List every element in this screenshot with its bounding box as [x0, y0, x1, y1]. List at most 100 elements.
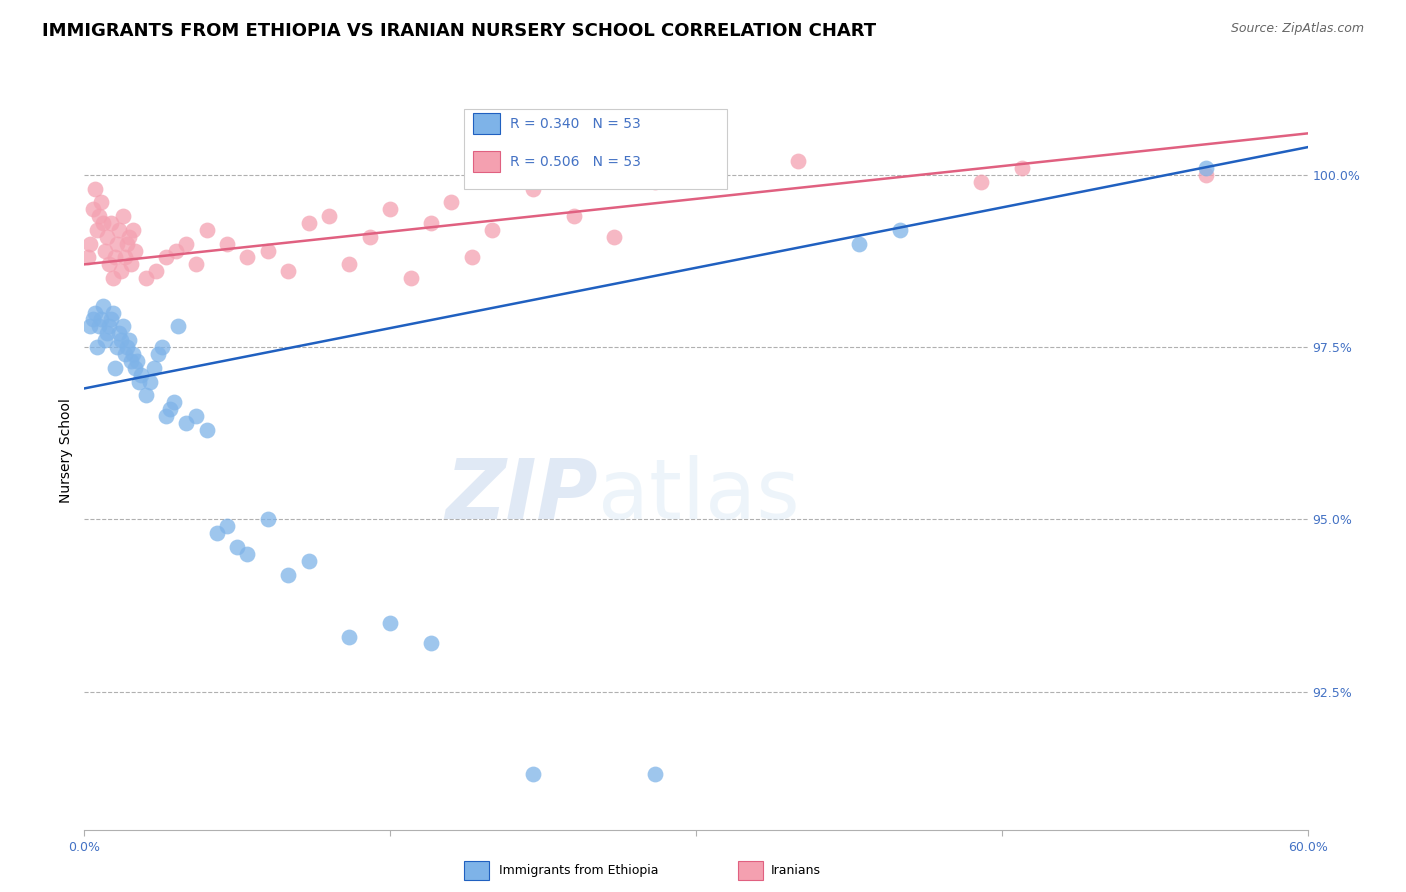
Point [603, 229, 626, 244]
Point [399, 271, 422, 285]
Point [108, 326, 131, 341]
Point [522, 181, 544, 195]
Point [110, 333, 132, 347]
Point [236, 251, 259, 265]
Point [318, 209, 340, 223]
Point [79, 319, 101, 334]
Point [100, 216, 122, 230]
Point [97, 257, 120, 271]
Bar [474, 151, 501, 172]
Point [359, 229, 381, 244]
Point [127, 354, 149, 368]
Point [145, 264, 167, 278]
Point [110, 264, 132, 278]
Point [118, 229, 141, 244]
Point [135, 271, 157, 285]
Text: 0.0%: 0.0% [69, 840, 100, 854]
Point [131, 368, 153, 382]
Point [142, 360, 165, 375]
Point [128, 375, 150, 389]
Point [186, 257, 208, 271]
Point [124, 360, 146, 375]
Point [135, 388, 157, 402]
Point [115, 340, 138, 354]
Text: Source: ZipAtlas.com: Source: ZipAtlas.com [1230, 22, 1364, 36]
Point [155, 409, 177, 423]
Point [298, 554, 321, 568]
Point [298, 216, 321, 230]
Point [150, 340, 173, 354]
Point [1011, 161, 1033, 175]
Point [155, 251, 177, 265]
Point [90, 195, 112, 210]
Point [174, 236, 197, 251]
Point [420, 636, 443, 650]
Point [205, 526, 228, 541]
Point [644, 175, 666, 189]
Point [122, 347, 145, 361]
Point [787, 153, 810, 168]
Point [118, 333, 141, 347]
Point [122, 223, 145, 237]
Point [83, 305, 105, 319]
Point [167, 319, 190, 334]
Point [226, 540, 249, 554]
Point [481, 223, 503, 237]
Bar [464, 110, 727, 189]
Point [848, 236, 870, 251]
Point [159, 402, 181, 417]
Point [82, 312, 104, 326]
Point [101, 305, 124, 319]
Point [339, 257, 361, 271]
Point [277, 567, 299, 582]
Point [420, 216, 443, 230]
Point [165, 244, 187, 258]
Point [380, 615, 402, 630]
Point [257, 244, 280, 258]
Text: R = 0.506   N = 53: R = 0.506 N = 53 [510, 154, 641, 169]
Point [105, 236, 128, 251]
Text: 60.0%: 60.0% [1288, 840, 1327, 854]
Point [104, 251, 127, 265]
Point [91, 299, 114, 313]
Point [120, 257, 142, 271]
Point [195, 423, 218, 437]
Point [112, 209, 135, 223]
Point [82, 202, 104, 217]
Point [83, 181, 105, 195]
Point [114, 251, 136, 265]
Text: Immigrants from Ethiopia: Immigrants from Ethiopia [499, 864, 658, 877]
Point [96, 326, 118, 341]
Point [87, 319, 110, 334]
Point [91, 216, 114, 230]
Point [1195, 161, 1218, 175]
Point [138, 375, 160, 389]
Point [1195, 168, 1218, 182]
Point [562, 209, 585, 223]
Point [101, 271, 124, 285]
Point [86, 223, 108, 237]
Point [114, 347, 136, 361]
Point [112, 319, 135, 334]
Point [195, 223, 218, 237]
Point [115, 236, 138, 251]
Text: atlas: atlas [598, 456, 800, 536]
Point [186, 409, 208, 423]
Point [87, 209, 110, 223]
Point [217, 236, 239, 251]
Point [108, 223, 131, 237]
Point [77, 251, 100, 265]
Point [440, 195, 463, 210]
Point [93, 244, 115, 258]
Point [86, 340, 108, 354]
Point [522, 767, 544, 781]
Point [339, 630, 361, 644]
Text: Iranians: Iranians [770, 864, 821, 877]
Point [461, 251, 484, 265]
Point [120, 354, 142, 368]
Point [644, 767, 666, 781]
Point [124, 244, 146, 258]
Text: ZIP: ZIP [446, 456, 598, 536]
Text: R = 0.340   N = 53: R = 0.340 N = 53 [510, 117, 641, 130]
Point [163, 395, 186, 409]
